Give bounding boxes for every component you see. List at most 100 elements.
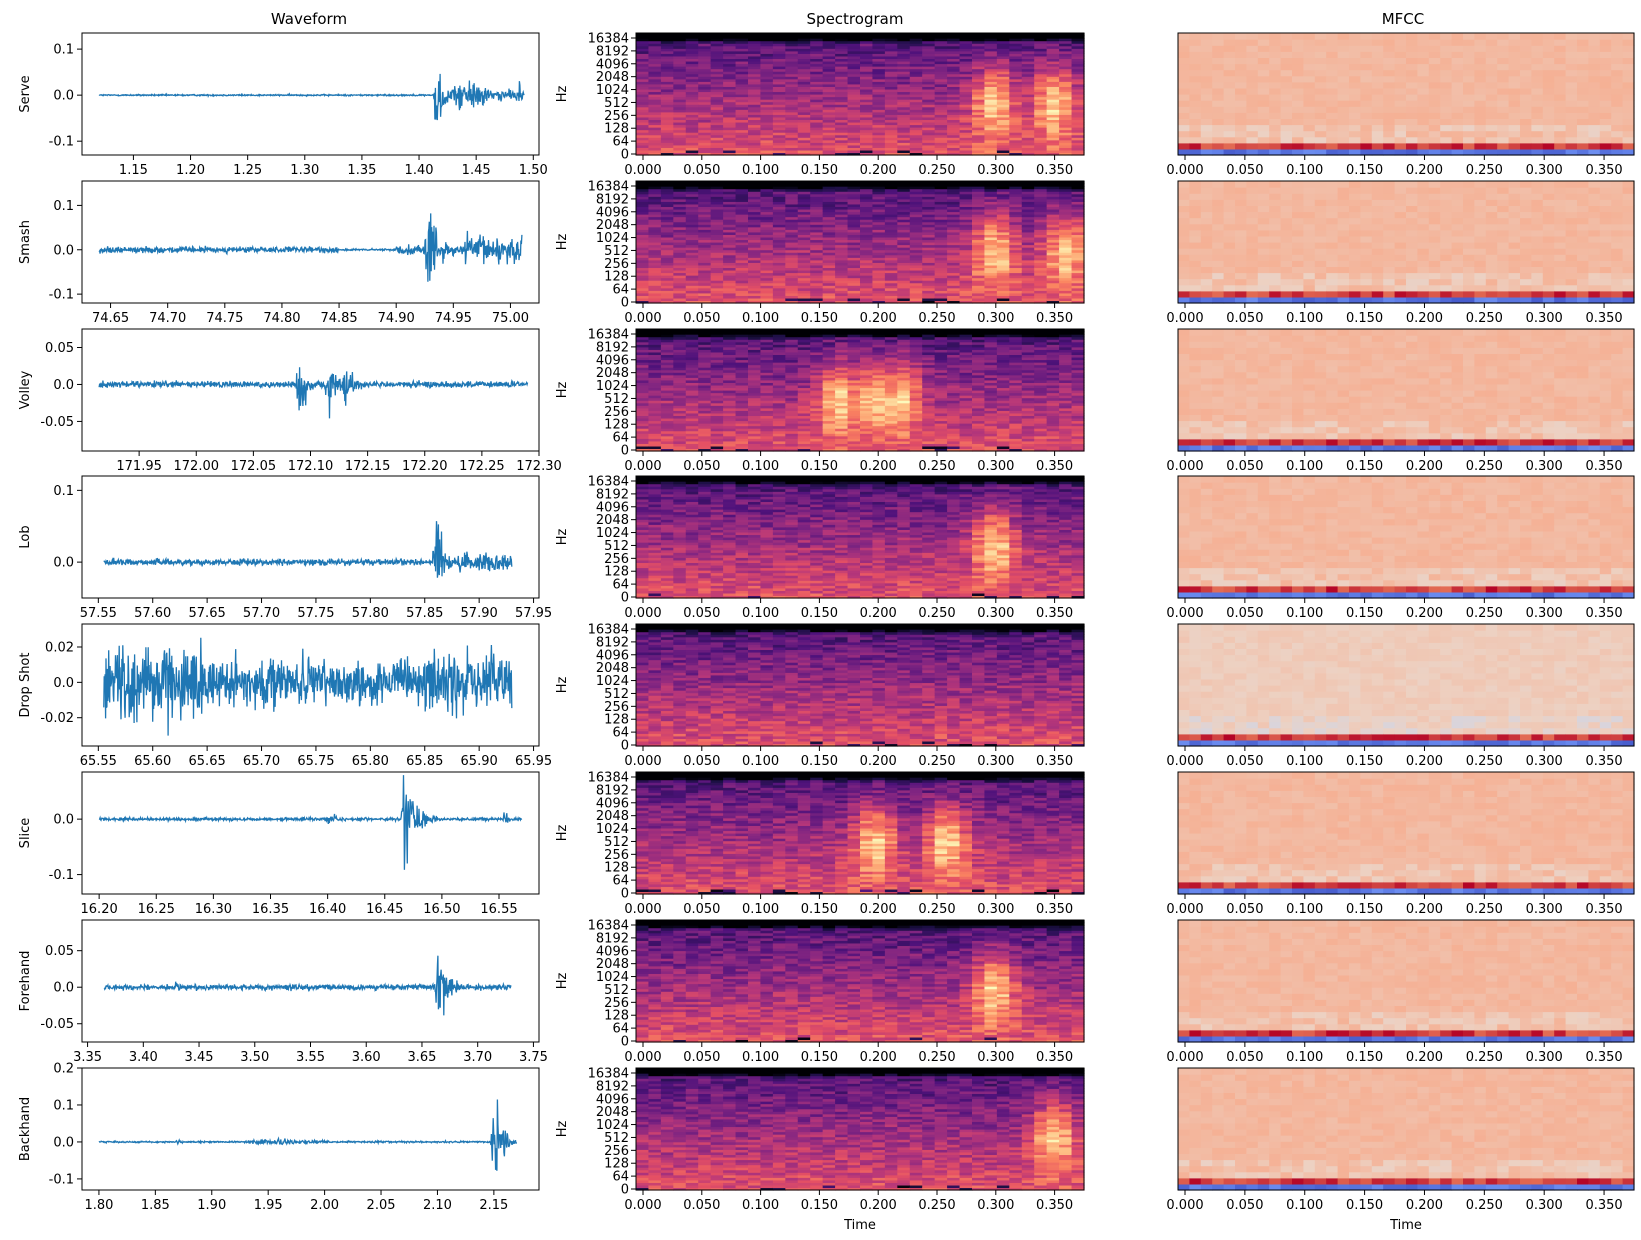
mfcc-cell	[1474, 106, 1486, 113]
mfcc-cell	[1566, 64, 1578, 71]
mfcc-cell	[1623, 106, 1635, 113]
mfcc-cell	[1440, 143, 1452, 150]
mfcc-cell	[1429, 106, 1441, 113]
mfcc-cell	[1406, 64, 1418, 71]
mfcc-cell	[1474, 131, 1486, 138]
mfcc-cell	[1588, 45, 1600, 52]
mfcc-cell	[1588, 143, 1600, 150]
mfcc-cell	[1474, 112, 1486, 119]
mfcc-cell	[1189, 82, 1201, 89]
mfcc-cell	[1338, 45, 1350, 52]
mfcc-cell	[1474, 88, 1486, 95]
mfcc-cell	[1406, 70, 1418, 77]
mfcc-cell	[1360, 64, 1372, 71]
mfcc-cell	[1383, 70, 1395, 77]
waveform-xtick-label: 75.00	[492, 311, 529, 326]
spectrogram-ytick-label: 0	[621, 148, 629, 163]
mfcc-cell	[1566, 125, 1578, 132]
mfcc-cell	[1531, 94, 1543, 101]
mfcc-cell	[1600, 100, 1612, 107]
mfcc-cell	[1315, 125, 1327, 132]
mfcc-cell	[1395, 76, 1407, 83]
mfcc-cell	[1258, 106, 1270, 113]
mfcc-cell	[1474, 39, 1486, 46]
mfcc-cell	[1543, 39, 1555, 46]
mfcc-cell	[1178, 39, 1190, 46]
mfcc-cell	[1246, 39, 1258, 46]
mfcc-cell	[1235, 70, 1247, 77]
mfcc-cell	[1429, 118, 1441, 125]
mfcc-cell	[1269, 64, 1281, 71]
mfcc-cell	[1611, 39, 1623, 46]
mfcc-cell	[1235, 51, 1247, 58]
mfcc-cell	[1577, 100, 1589, 107]
mfcc-cell	[1224, 70, 1236, 77]
mfcc-cell	[1520, 137, 1532, 144]
mfcc-cell	[1440, 137, 1452, 144]
waveform-ytick-label: 0.1	[53, 43, 74, 58]
mfcc-cell	[1463, 118, 1475, 125]
mfcc-cell	[1212, 33, 1224, 40]
mfcc-cell	[1577, 125, 1589, 132]
mfcc-cell	[1520, 125, 1532, 132]
mfcc-cell	[1212, 94, 1224, 101]
mfcc-cell	[1531, 64, 1543, 71]
mfcc-cell	[1531, 143, 1543, 150]
mfcc-cell	[1623, 137, 1635, 144]
mfcc-cell	[1338, 70, 1350, 77]
mfcc-cell	[1258, 64, 1270, 71]
mfcc-cell	[1178, 143, 1190, 150]
mfcc-cell	[1235, 45, 1247, 52]
mfcc-cell	[1543, 125, 1555, 132]
mfcc-cell	[1509, 70, 1521, 77]
mfcc-cell	[1360, 57, 1372, 64]
mfcc-cell	[1623, 94, 1635, 101]
spectrogram-ytick-label: 2048	[596, 70, 629, 85]
mfcc-cell	[1577, 118, 1589, 125]
mfcc-cell	[1281, 33, 1293, 40]
mfcc-cell	[1383, 125, 1395, 132]
mfcc-cell	[1349, 82, 1361, 89]
mfcc-cell	[1281, 137, 1293, 144]
mfcc-cell	[1497, 76, 1509, 83]
mfcc-cell	[1486, 88, 1498, 95]
mfcc-cell	[1212, 88, 1224, 95]
mfcc-cell	[1554, 125, 1566, 132]
mfcc-cell	[1224, 125, 1236, 132]
mfcc-cell	[1611, 76, 1623, 83]
mfcc-cell	[1588, 112, 1600, 119]
mfcc-cell	[1281, 112, 1293, 119]
mfcc-cell	[1224, 137, 1236, 144]
mfcc-cell	[1611, 100, 1623, 107]
mfcc-cell	[1588, 64, 1600, 71]
mfcc-cell	[1531, 131, 1543, 138]
mfcc-cell	[1463, 137, 1475, 144]
mfcc-cell	[1315, 64, 1327, 71]
mfcc-cell	[1577, 45, 1589, 52]
mfcc-cell	[1497, 88, 1509, 95]
mfcc-cell	[1486, 51, 1498, 58]
mfcc-cell	[1417, 82, 1429, 89]
mfcc-cell	[1429, 88, 1441, 95]
waveform-axes-smash	[82, 181, 539, 303]
mfcc-cell	[1201, 137, 1213, 144]
mfcc-cell	[1338, 57, 1350, 64]
mfcc-cell	[1486, 94, 1498, 101]
mfcc-cell	[1588, 137, 1600, 144]
mfcc-cell	[1360, 51, 1372, 58]
mfcc-cell	[1258, 45, 1270, 52]
mfcc-cell	[1509, 57, 1521, 64]
mfcc-cell	[1235, 112, 1247, 119]
spectrogram-xtick-label: 0.250	[918, 163, 955, 178]
mfcc-cell	[1315, 39, 1327, 46]
mfcc-cell	[1417, 45, 1429, 52]
mfcc-cell	[1349, 94, 1361, 101]
mfcc-cell	[1520, 76, 1532, 83]
mfcc-cell	[1623, 82, 1635, 89]
mfcc-cell	[1417, 100, 1429, 107]
spectrogram-plot-serve: 0.000 0.050 0.100 0.150 0.200 0.250 0.300 0.350…	[555, 32, 1085, 179]
mfcc-cell	[1383, 76, 1395, 83]
waveform-xtick-label: 1.15	[119, 163, 148, 178]
mfcc-cell	[1372, 64, 1384, 71]
